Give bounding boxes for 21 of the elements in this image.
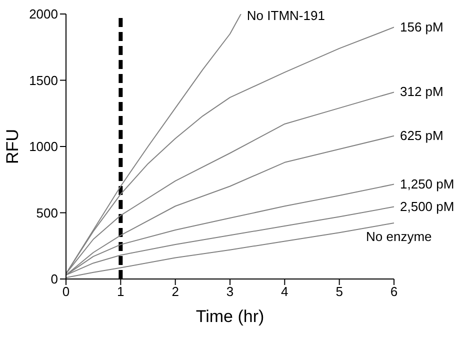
y-axis-title: RFU (3, 129, 22, 164)
series-label: 312 pM (400, 84, 444, 100)
series-label: No ITMN-191 (246, 8, 325, 23)
y-tick-label: 1500 (29, 72, 58, 88)
x-tick-label: 3 (226, 284, 234, 300)
x-tick-label: 6 (390, 284, 398, 300)
series-label: 625 pM (400, 128, 444, 143)
series-label: No enzyme (366, 228, 432, 244)
x-tick-label: 0 (62, 284, 70, 300)
x-tick-label: 5 (336, 284, 343, 300)
x-tick-label: 2 (172, 284, 179, 300)
series-label: 156 pM (400, 19, 444, 34)
y-tick-label: 1000 (29, 139, 58, 154)
series-label: 2,500 pM (400, 198, 454, 214)
y-tick-label: 2000 (29, 6, 58, 22)
x-tick-label: 4 (281, 284, 288, 300)
x-tick-label: 1 (117, 284, 124, 300)
y-tick-label: 500 (36, 205, 58, 220)
x-axis-title: Time (hr) (196, 307, 264, 326)
series-label: 1,250 pM (400, 176, 454, 192)
y-tick-label: 0 (50, 272, 58, 287)
